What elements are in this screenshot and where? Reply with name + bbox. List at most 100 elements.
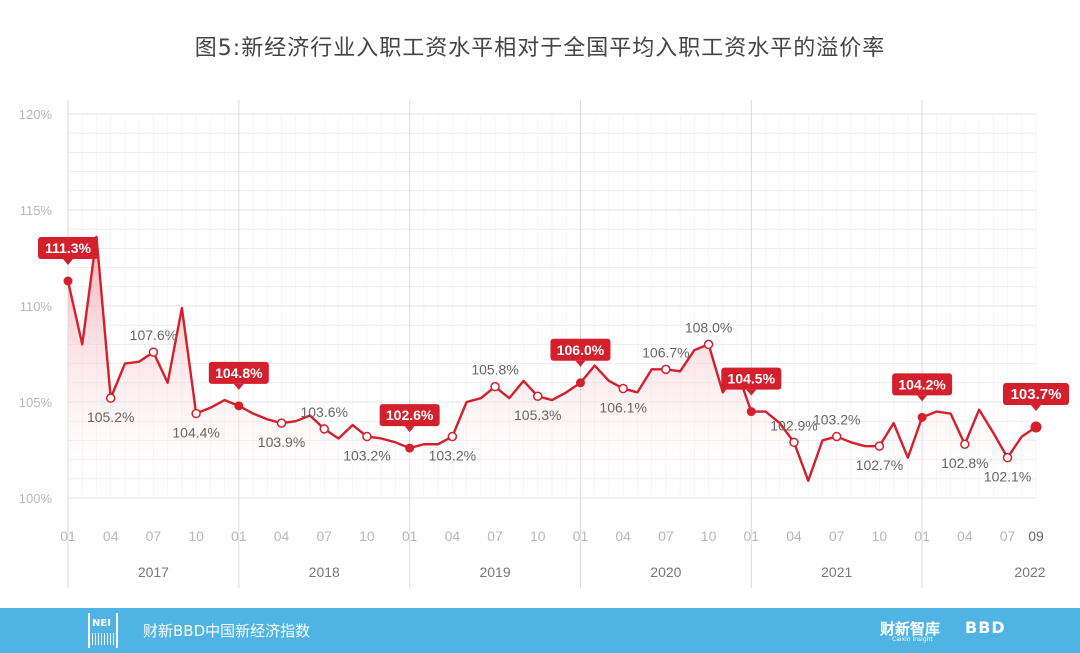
series-area: [68, 236, 1036, 498]
chart-title: 图5:新经济行业入职工资水平相对于全国平均入职工资水平的溢价率: [194, 36, 886, 61]
value-badge-pointer: [746, 389, 757, 396]
data-label: 107.6%: [130, 327, 177, 343]
value-badge-text: 103.7%: [1011, 386, 1062, 403]
highlight-point: [575, 378, 585, 388]
data-point: [661, 364, 671, 375]
data-point: [703, 339, 714, 350]
value-badge-pointer: [233, 383, 244, 390]
value-badge-text: 104.5%: [728, 371, 776, 387]
data-point: [276, 418, 287, 428]
x-tick-label: 10: [188, 528, 204, 544]
value-badge-text: 106.0%: [557, 342, 605, 358]
value-badge: [721, 367, 782, 390]
data-label: 104.4%: [172, 425, 219, 441]
data-label: 102.7%: [856, 457, 903, 473]
data-point: [105, 393, 116, 403]
data-label: 105.2%: [87, 409, 134, 425]
x-tick-label: 01: [402, 528, 418, 544]
highlight-point: [917, 412, 927, 422]
axis-layer: 120% 115% 110% 105% 100% 01 04 07 10 01 04 07 10 01 04…: [19, 107, 1046, 580]
data-point: [191, 408, 201, 419]
year-label: 2017: [138, 564, 169, 580]
data-point: [447, 431, 458, 442]
x-tick-label: 07: [1000, 528, 1016, 544]
highlight-point: [405, 443, 415, 453]
value-badge: [208, 361, 269, 384]
value-badge-pointer: [1031, 404, 1041, 411]
x-tick-label: 10: [359, 528, 375, 544]
data-point: [960, 439, 970, 449]
caixin-insight-logo-text: 财新智库: [880, 620, 941, 638]
x-tick-label: 07: [146, 528, 162, 544]
data-label: 103.6%: [300, 404, 347, 420]
data-label: 102.8%: [941, 455, 988, 471]
data-label: 106.7%: [642, 344, 689, 360]
x-tick-label: 10: [701, 528, 717, 544]
highlight-point: [1030, 421, 1042, 433]
area-layer: [68, 236, 1036, 498]
value-badge: [379, 404, 440, 427]
highlight-point: [234, 401, 244, 411]
nei-logo: NEI: [88, 613, 118, 648]
data-label: 102.9%: [770, 417, 817, 433]
data-label: 103.2%: [813, 412, 860, 428]
caixin-insight-logo-subtext: Caixin Insight: [892, 636, 933, 643]
year-label: 2018: [309, 564, 340, 580]
y-tick-label: 110%: [20, 299, 53, 314]
data-label: 102.1%: [984, 469, 1031, 485]
data-point: [831, 431, 842, 442]
y-tick-label: 105%: [19, 395, 53, 410]
value-badge-text: 111.3%: [45, 240, 91, 256]
caixin-insight-logo: 财新智库 Caixin Insight: [880, 618, 941, 643]
x-tick-label: 04: [445, 528, 461, 544]
value-badge-text: 102.6%: [386, 407, 434, 423]
x-tick-label: 04: [274, 528, 290, 544]
y-tick-label: 100%: [19, 491, 53, 506]
year-label: 2019: [479, 564, 510, 580]
value-badge: [38, 237, 98, 260]
highlight-point: [746, 407, 756, 417]
data-point: [362, 431, 372, 442]
x-tick-label: 09: [1028, 528, 1044, 544]
line-chart: 105.2% 107.6% 104.4% 103.9% 103.6% 103.2% 103.…: [19, 100, 1069, 588]
point-layer: [63, 276, 1042, 463]
x-tick-label: 04: [615, 528, 631, 544]
data-point: [874, 441, 885, 451]
x-tick-label: 04: [786, 528, 802, 544]
value-badge-pointer: [404, 426, 415, 433]
year-label: 2020: [650, 564, 681, 580]
x-tick-label: 01: [573, 528, 589, 544]
data-label: 108.0%: [685, 319, 732, 335]
footer-source-text: 财新BBD中国新经济指数: [143, 622, 311, 640]
x-tick-label: 04: [103, 528, 119, 544]
label-layer: 105.2% 107.6% 104.4% 103.9% 103.6% 103.2% 103.…: [38, 237, 1069, 485]
value-badge-text: 104.8%: [215, 365, 263, 381]
x-tick-label: 04: [957, 528, 973, 544]
x-tick-label: 07: [487, 528, 503, 544]
data-point: [789, 437, 799, 448]
footer-bar: NEI 财新BBD中国新经济指数 财新智库 Caixin Insight BBD: [0, 608, 1080, 653]
data-label: 106.1%: [599, 400, 646, 416]
barcode-icon: [92, 633, 114, 645]
x-tick-label: 07: [658, 528, 674, 544]
data-point: [319, 424, 329, 434]
year-label: 2022: [1014, 564, 1045, 580]
value-badge-pointer: [575, 360, 586, 367]
y-tick-label: 115%: [20, 203, 53, 218]
value-badge: [1003, 382, 1069, 405]
x-tick-label: 01: [744, 528, 760, 544]
x-tick-label: 01: [60, 528, 76, 544]
nei-logo-text: NEI: [92, 618, 111, 629]
x-tick-label: 01: [914, 528, 930, 544]
value-badge-pointer: [63, 259, 73, 266]
value-badge-pointer: [917, 395, 928, 402]
y-tick-label: 120%: [19, 107, 53, 122]
year-label: 2021: [821, 564, 852, 580]
data-point: [533, 391, 543, 401]
value-badge: [550, 338, 611, 361]
data-label: 103.2%: [343, 448, 390, 464]
data-label: 105.3%: [514, 407, 561, 423]
data-point: [148, 347, 159, 357]
value-badge-text: 104.2%: [898, 376, 946, 392]
data-point: [490, 381, 500, 392]
